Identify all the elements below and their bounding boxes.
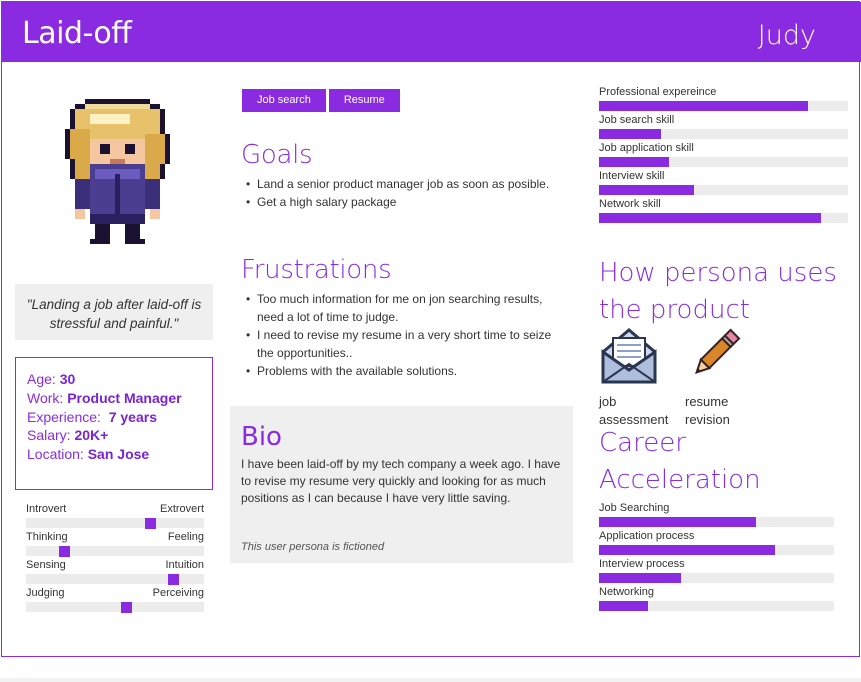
skill-label: Interview skill	[599, 170, 665, 182]
trait-marker	[59, 546, 70, 557]
career-track	[599, 573, 834, 583]
trait-left-label: Introvert	[26, 503, 67, 515]
footer-divider	[0, 678, 861, 682]
career-heading: Career Acceleration	[599, 428, 761, 495]
trait-row: Judging Perceiving	[26, 587, 204, 615]
usage-item: resume revision	[685, 324, 775, 429]
trait-right-label: Perceiving	[152, 587, 204, 599]
frustration-item: I need to revise my resume in a very sho…	[241, 326, 566, 362]
usage-item: job assessment	[599, 324, 689, 429]
persona-quote: "Landing a job after laid-off is stressf…	[15, 284, 213, 340]
skill-fill	[599, 101, 808, 111]
usage-caption: resume revision	[685, 394, 730, 427]
envelope-icon	[601, 328, 657, 384]
bio-text: I have been laid-off by my tech company …	[241, 457, 561, 505]
bio-heading: Bio	[241, 422, 282, 452]
demo-work: Work: Product Manager	[27, 389, 182, 406]
trait-marker	[121, 602, 132, 613]
persona-name: Judy	[757, 20, 816, 51]
demo-age: Age: 30	[27, 371, 76, 387]
career-fill	[599, 545, 775, 555]
pixel-avatar-image	[65, 99, 170, 244]
career-label: Job Searching	[599, 502, 670, 514]
trait-right-label: Feeling	[167, 531, 204, 543]
trait-left-label: Thinking	[26, 531, 68, 543]
trait-row: Introvert Extrovert	[26, 503, 204, 531]
trait-row: Thinking Feeling	[26, 531, 204, 559]
skill-fill	[599, 157, 669, 167]
demo-salary: Salary: 20K+	[27, 427, 109, 444]
skill-fill	[599, 185, 694, 195]
goals-list: Land a senior product manager job as soo…	[241, 175, 561, 211]
pencil-icon	[695, 328, 741, 374]
career-fill	[599, 601, 648, 611]
career-fill	[599, 573, 681, 583]
tag-group: Job search Resume	[242, 89, 403, 112]
usage-caption: job assessment	[599, 394, 669, 427]
trait-left-label: Sensing	[26, 559, 66, 571]
goals-heading: Goals	[241, 140, 313, 170]
trait-right-label: Extrovert	[159, 503, 204, 515]
bio-panel: Bio I have been laid-off by my tech comp…	[230, 406, 573, 563]
demo-location: Location: San Jose	[27, 446, 150, 463]
tag-job-search[interactable]: Job search	[242, 89, 326, 112]
skill-label: Job application skill	[599, 142, 694, 154]
skill-track	[599, 185, 848, 195]
personality-traits: Introvert Extrovert Thinking Feeling Sen…	[26, 503, 204, 615]
career-label: Networking	[599, 586, 655, 598]
trait-marker	[168, 574, 179, 585]
frustrations-heading: Frustrations	[241, 255, 392, 285]
trait-track	[26, 574, 204, 584]
persona-title: Laid-off	[22, 16, 132, 51]
career-track	[599, 601, 834, 611]
trait-left-label: Judging	[26, 587, 65, 599]
skill-track	[599, 157, 848, 167]
frustration-item: Too much information for me on jon searc…	[241, 290, 566, 326]
skill-label: Job search skill	[599, 114, 675, 126]
trait-track	[26, 546, 204, 556]
trait-row: Sensing Intuition	[26, 559, 204, 587]
demo-experience: Experience: 7 years	[27, 408, 157, 425]
goal-item: Land a senior product manager job as soo…	[241, 175, 561, 193]
skill-track	[599, 129, 848, 139]
career-label: Application process	[599, 530, 695, 542]
trait-track	[26, 518, 204, 528]
trait-marker	[145, 518, 156, 529]
goal-item: Get a high salary package	[241, 193, 561, 211]
skill-label: Network skill	[599, 198, 661, 210]
frustration-item: Problems with the available solutions.	[241, 362, 566, 380]
trait-right-label: Intuition	[165, 559, 204, 571]
skill-fill	[599, 129, 661, 139]
career-fill	[599, 517, 756, 527]
trait-track	[26, 602, 204, 612]
usage-heading: How persona uses the product	[599, 258, 837, 325]
skill-fill	[599, 213, 821, 223]
tag-resume[interactable]: Resume	[328, 89, 400, 112]
demographics-box: Age: 30 Work: Product Manager Experience…	[15, 357, 213, 490]
skill-label: Professional expereince	[599, 86, 717, 98]
frustrations-list: Too much information for me on jon searc…	[241, 290, 566, 380]
bio-note: This user persona is fictioned	[241, 541, 385, 553]
career-label: Interview process	[599, 558, 685, 570]
header-banner: Laid-off Judy	[2, 2, 861, 62]
